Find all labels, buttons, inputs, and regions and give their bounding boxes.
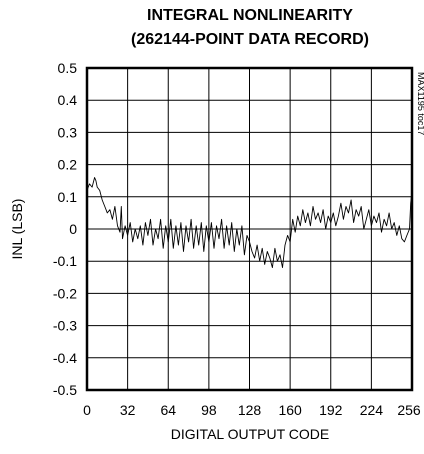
plot-frame bbox=[85, 66, 414, 392]
x-tick-label: 128 bbox=[238, 402, 262, 418]
x-tick-label: 256 bbox=[397, 402, 421, 418]
x-axis-label: DIGITAL OUTPUT CODE bbox=[171, 426, 329, 442]
y-axis-label: INL (LSB) bbox=[9, 199, 25, 260]
chart-title: INTEGRAL NONLINEARITY bbox=[147, 7, 353, 24]
figure-id-label: MAX1195 toc17 bbox=[416, 72, 424, 135]
y-tick-label: 0.1 bbox=[58, 189, 78, 205]
chart-subtitle: (262144-POINT DATA RECORD) bbox=[131, 31, 369, 48]
y-tick-label: 0.4 bbox=[58, 92, 78, 108]
x-tick-label: 224 bbox=[360, 402, 384, 418]
x-tick-label: 160 bbox=[278, 402, 302, 418]
x-tick-label: 98 bbox=[201, 402, 217, 418]
y-tick-label: 0.3 bbox=[58, 124, 78, 140]
y-tick-label: -0.1 bbox=[53, 253, 77, 269]
x-tick-label: 192 bbox=[319, 402, 343, 418]
y-tick-label: -0.2 bbox=[53, 285, 77, 301]
y-tick-label: 0 bbox=[69, 221, 77, 237]
y-tick-label: -0.4 bbox=[53, 350, 77, 366]
x-tick-labels: 0 32 64 98 128 160 192 224 256 bbox=[83, 402, 421, 418]
y-tick-label: 0.2 bbox=[58, 157, 78, 173]
series-line bbox=[86, 177, 413, 269]
y-tick-labels: 0.5 0.4 0.3 0.2 0.1 0 -0.1 -0.2 -0.3 -0.4 -0.5 bbox=[53, 60, 77, 398]
y-tick-label: 0.5 bbox=[58, 60, 78, 76]
y-tick-label: -0.5 bbox=[53, 382, 77, 398]
x-tick-label: 64 bbox=[160, 402, 176, 418]
x-tick-label: 0 bbox=[83, 402, 91, 418]
grid-lines bbox=[86, 67, 413, 391]
x-tick-label: 32 bbox=[120, 402, 136, 418]
y-tick-label: -0.3 bbox=[53, 318, 77, 334]
